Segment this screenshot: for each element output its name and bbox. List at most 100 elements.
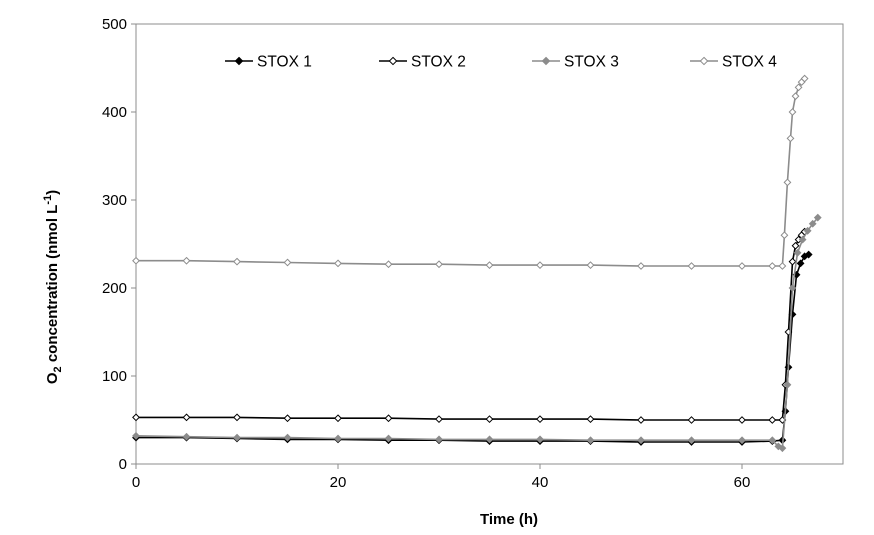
data-point: [778, 444, 787, 453]
legend-label: STOX 2: [411, 54, 466, 71]
legend-swatch-marker: [541, 56, 551, 66]
y-tick-label: 500: [102, 16, 127, 33]
data-point: [803, 226, 812, 235]
legend-item-4: STOX 4: [690, 54, 777, 71]
series-4: [132, 74, 809, 270]
data-point: [586, 436, 595, 445]
legend-label: STOX 3: [564, 54, 619, 71]
data-point: [334, 259, 342, 268]
legend-item-2: STOX 2: [379, 54, 466, 71]
data-point: [800, 74, 809, 83]
data-point: [384, 260, 393, 269]
series-3: [132, 213, 822, 453]
series-line: [136, 253, 810, 443]
data-point: [791, 92, 800, 101]
data-point: [798, 235, 807, 244]
data-point: [768, 436, 777, 445]
data-point: [536, 415, 544, 424]
data-point: [182, 432, 191, 441]
legend-item-1: STOX 1: [225, 54, 312, 71]
data-point: [783, 380, 792, 389]
y-axis-title-end: ): [44, 190, 61, 195]
data-point: [783, 178, 792, 187]
x-tick-label: 40: [532, 474, 549, 491]
data-point: [791, 241, 800, 250]
data-point: [182, 256, 191, 265]
data-point: [687, 436, 696, 445]
data-point: [132, 256, 140, 265]
legend-swatch-marker: [388, 56, 398, 66]
plot-border: [135, 23, 844, 465]
data-point: [788, 108, 797, 116]
data-point: [384, 434, 393, 443]
y-axis-title: O2 concentration (nmol L-1): [42, 190, 64, 384]
data-point: [233, 257, 241, 266]
data-point: [435, 415, 443, 424]
data-point: [788, 257, 797, 266]
data-point: [233, 413, 241, 422]
data-point: [132, 431, 140, 440]
data-point: [637, 416, 645, 424]
legend-item-3: STOX 3: [532, 54, 619, 71]
data-point: [768, 262, 777, 270]
data-point: [738, 416, 746, 424]
data-point: [536, 261, 544, 270]
y-axis: 0 100 200 300 400 500: [102, 16, 137, 473]
data-point: [687, 262, 696, 270]
data-point: [738, 262, 746, 270]
data-point: [794, 83, 803, 92]
data-point: [334, 434, 342, 443]
data-point: [780, 231, 789, 240]
legend-label: STOX 4: [722, 54, 777, 71]
x-tick-label: 0: [132, 474, 140, 491]
data-point: [793, 248, 802, 257]
data-point: [586, 415, 595, 424]
series-line: [136, 231, 806, 421]
data-point: [768, 416, 777, 424]
legend-swatch-marker: [234, 56, 244, 66]
data-point: [687, 416, 696, 424]
data-point: [435, 260, 443, 269]
series-line: [136, 78, 806, 267]
data-point: [637, 436, 645, 445]
data-point: [536, 435, 544, 444]
data-point: [788, 284, 797, 292]
data-point: [283, 433, 292, 442]
y-tick-label: 400: [102, 104, 127, 121]
x-axis: 0 20 40 60: [132, 463, 843, 491]
data-point: [334, 414, 342, 423]
data-point: [586, 261, 595, 270]
legend-label: STOX 1: [257, 54, 312, 71]
data-point: [738, 436, 746, 445]
x-tick-label: 60: [734, 474, 751, 491]
series-layer: [132, 74, 822, 453]
y-tick-label: 100: [102, 368, 127, 385]
data-point: [485, 415, 494, 424]
y-tick-label: 200: [102, 280, 127, 297]
y-axis-title-main: O: [44, 372, 61, 384]
data-point: [796, 259, 805, 268]
legend-swatch-marker: [699, 56, 709, 66]
x-tick-label: 20: [330, 474, 347, 491]
y-axis-title-text: concentration (nmol L: [44, 205, 61, 367]
data-point: [485, 261, 494, 270]
series-line: [135, 217, 819, 449]
data-point: [384, 414, 393, 423]
series-2: [132, 227, 809, 424]
legend: STOX 1 STOX 2 STOX 3 STOX 4: [225, 54, 777, 71]
data-point: [637, 262, 645, 270]
data-point: [435, 435, 443, 444]
data-point: [283, 258, 292, 267]
data-point: [283, 414, 292, 423]
plot-area: [135, 23, 844, 465]
data-point: [813, 213, 822, 222]
data-point: [804, 250, 813, 259]
data-point: [233, 433, 241, 442]
data-point: [808, 219, 817, 228]
data-point: [485, 435, 494, 444]
y-axis-title-subscript: 2: [52, 366, 64, 372]
data-point: [778, 262, 787, 270]
y-tick-label: 0: [119, 456, 127, 473]
data-point: [182, 413, 191, 422]
